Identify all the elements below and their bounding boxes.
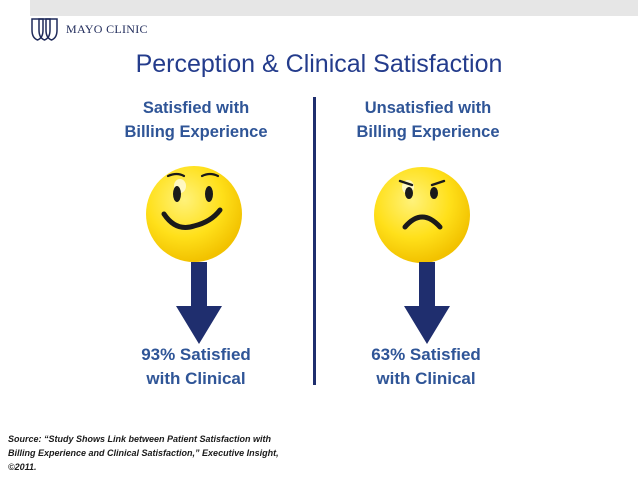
source-citation: Source: “Study Shows Link between Patien… — [8, 432, 308, 474]
right-result-line1: 63% Satisfied — [371, 345, 481, 364]
mayo-shield-icon — [31, 18, 58, 41]
left-result-line1: 93% Satisfied — [141, 345, 251, 364]
logo-text: MAYO CLINIC — [66, 21, 148, 36]
top-bar — [30, 0, 638, 16]
right-result: 63% Satisfied with Clinical — [326, 343, 526, 391]
left-heading-line1: Satisfied with — [142, 99, 250, 117]
down-arrow-left — [176, 262, 222, 344]
left-result-line2: with Clinical — [146, 369, 246, 388]
sad-face-icon — [374, 167, 470, 263]
left-result: 93% Satisfied with Clinical — [96, 343, 296, 391]
right-result-line2: with Clinical — [376, 369, 476, 388]
center-divider — [313, 97, 316, 385]
right-heading-line2: Billing Experience — [356, 123, 500, 141]
source-line2: Billing Experience and Clinical Satisfac… — [8, 448, 279, 458]
down-arrow-right — [404, 262, 450, 344]
source-line3: ©2011. — [8, 462, 37, 472]
left-heading: Satisfied with Billing Experience — [86, 96, 306, 144]
source-line1: Source: “Study Shows Link between Patien… — [8, 434, 272, 444]
logo: MAYO CLINIC — [30, 17, 148, 41]
happy-face-icon — [146, 166, 242, 262]
slide-title: Perception & Clinical Satisfaction — [135, 50, 503, 78]
left-heading-line2: Billing Experience — [124, 123, 268, 141]
right-heading-line1: Unsatisfied with — [364, 99, 492, 117]
right-heading: Unsatisfied with Billing Experience — [318, 96, 538, 144]
